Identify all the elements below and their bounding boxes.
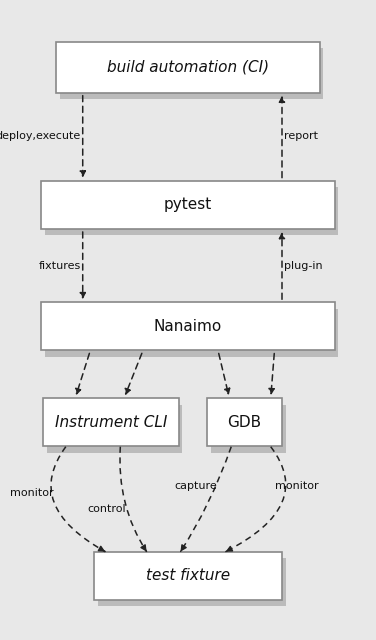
Text: Nanaimo: Nanaimo	[154, 319, 222, 334]
FancyBboxPatch shape	[94, 552, 282, 600]
Text: monitor: monitor	[275, 481, 319, 492]
Text: deploy,execute: deploy,execute	[0, 131, 81, 141]
Text: capture: capture	[174, 481, 217, 492]
FancyBboxPatch shape	[41, 180, 335, 228]
Text: GDB: GDB	[227, 415, 261, 430]
Text: monitor: monitor	[10, 488, 54, 498]
FancyBboxPatch shape	[98, 558, 286, 607]
FancyBboxPatch shape	[207, 398, 282, 447]
Text: fixtures: fixtures	[39, 260, 81, 271]
FancyBboxPatch shape	[60, 48, 323, 99]
Text: plug-in: plug-in	[284, 260, 323, 271]
Text: Instrument CLI: Instrument CLI	[55, 415, 167, 430]
FancyBboxPatch shape	[45, 187, 338, 235]
FancyBboxPatch shape	[47, 404, 182, 453]
FancyBboxPatch shape	[43, 398, 179, 447]
Text: build automation (CI): build automation (CI)	[107, 60, 269, 75]
Text: pytest: pytest	[164, 197, 212, 212]
FancyBboxPatch shape	[45, 309, 338, 357]
Text: test fixture: test fixture	[146, 568, 230, 584]
FancyBboxPatch shape	[56, 42, 320, 93]
Text: control: control	[88, 504, 126, 514]
Text: report: report	[284, 131, 318, 141]
FancyBboxPatch shape	[41, 303, 335, 350]
FancyBboxPatch shape	[211, 404, 286, 453]
